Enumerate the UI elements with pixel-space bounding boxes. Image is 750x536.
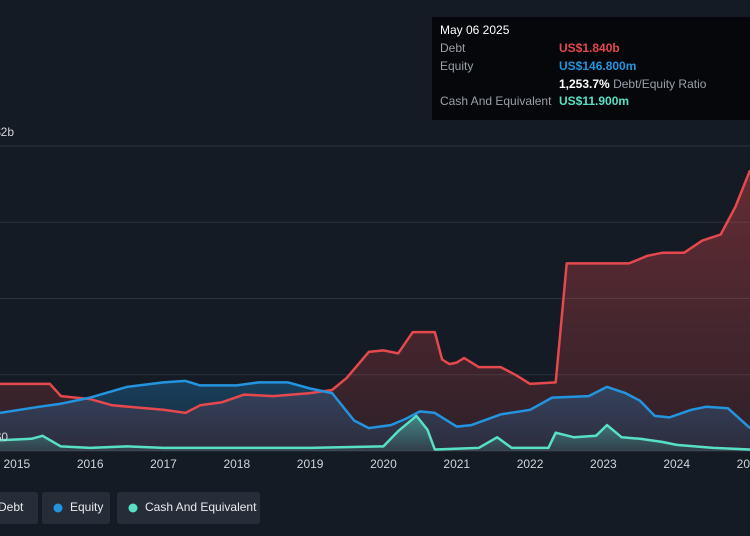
legend-label: Equity [70,500,103,514]
legend-swatch [128,503,138,513]
x-tick-label: 2018 [223,457,250,471]
legend-item[interactable]: Cash And Equivalent [117,492,260,524]
tooltip: May 06 2025 Debt US$1.840b Equity US$146… [432,17,750,120]
legend-button [117,492,260,524]
legend-button [42,492,110,524]
x-tick-label: 2024 [663,457,690,471]
y-tick-label: US$0 [0,430,8,444]
tooltip-date: May 06 2025 [440,23,510,37]
x-tick-label: 2019 [297,457,324,471]
x-tick-label: 2016 [77,457,104,471]
tooltip-box [432,17,750,120]
ratio-value: 1,253.7% [559,77,610,91]
area [0,170,750,451]
line [0,379,750,430]
x-tick-label: 2025 [737,457,750,471]
tooltip-value: US$1.840b [559,41,620,55]
axes: US$0 US$2b 2015 2016 2017 2018 2019 2020 2021 202… [0,125,750,471]
y-tick-label: US$2b [0,125,14,139]
x-tick-label: 2015 [4,457,31,471]
x-tick-label: 2020 [370,457,397,471]
line [0,414,750,451]
legend-item[interactable]: Debt [0,492,38,524]
area [0,415,750,451]
tooltip-label: Debt [440,41,466,55]
ratio-label: Debt/Equity Ratio [613,77,707,91]
legend-button [0,492,38,524]
tooltip-label: Cash And Equivalent [440,94,552,108]
legend-item[interactable]: Equity [42,492,110,524]
x-tick-label: 2017 [150,457,177,471]
legend-label: Cash And Equivalent [145,500,257,514]
tooltip-ratio: 1,253.7% Debt/Equity Ratio [559,77,707,91]
legend: Debt Equity Cash And Equivalent [0,492,260,524]
x-tick-label: 2022 [517,457,544,471]
areas [0,170,750,451]
lines [0,169,750,451]
x-tick-label: 2023 [590,457,617,471]
tooltip-value: US$11.900m [559,94,629,108]
tooltip-label: Equity [440,59,473,73]
tooltip-value: US$146.800m [559,59,636,73]
legend-swatch [53,503,63,513]
x-tick-label: 2021 [443,457,470,471]
line [0,169,750,415]
legend-label: Debt [0,500,24,514]
